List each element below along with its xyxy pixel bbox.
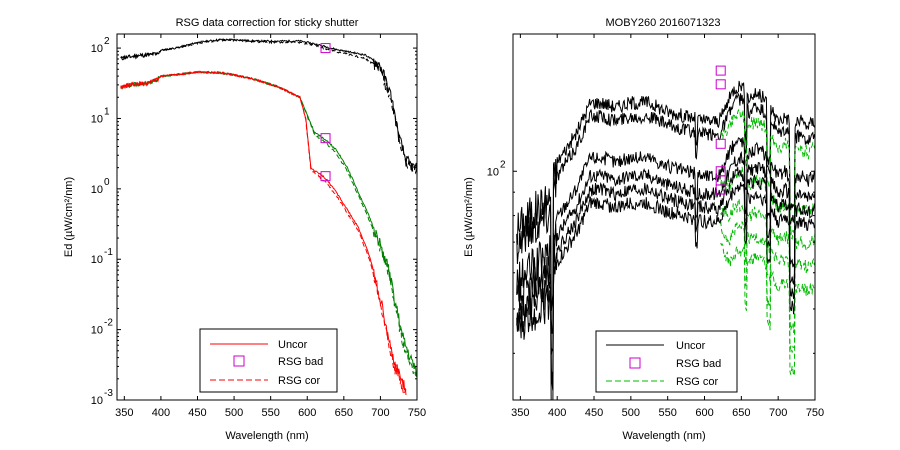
- right-xtick-label: 400: [548, 407, 566, 419]
- left-title: RSG data correction for sticky shutter: [176, 17, 359, 29]
- left-legend-rsg-cor-label: RSG cor: [278, 375, 321, 387]
- right-series-uncor: [516, 150, 815, 391]
- left-legend-rsg-bad-label: RSG bad: [278, 356, 323, 368]
- right-xtick-label: 550: [659, 407, 677, 419]
- right-ylabel: Es (µW/cm²/nm): [463, 177, 475, 257]
- right-xlabel: Wavelength (nm): [622, 430, 705, 442]
- right-legend-rsg-bad-label: RSG bad: [676, 358, 721, 370]
- left-ytick-base: 10: [91, 325, 103, 337]
- left-xtick-label: 600: [298, 407, 316, 419]
- right-series-uncor: [516, 182, 815, 400]
- left-xtick-label: 550: [261, 407, 279, 419]
- left-panel: RSG data correction for sticky shutter 3…: [63, 17, 426, 442]
- left-legend-uncor-label: Uncor: [278, 339, 308, 351]
- left-ylabel: Ed (µW/cm²/nm): [63, 177, 75, 257]
- left-ytick-exp: -2: [104, 318, 113, 329]
- left-ytick-exp: -3: [104, 388, 113, 399]
- right-ytick-exp: 2: [500, 159, 506, 170]
- left-ytick-label: 102: [91, 36, 110, 55]
- left-legend-rsg-bad-marker: [233, 355, 245, 367]
- right-series-rsg-cor: [720, 197, 815, 334]
- left-ytick-label: 10-2: [91, 318, 114, 337]
- right-xtick-label: 450: [585, 407, 603, 419]
- left-rsg-bad-marker: [320, 133, 331, 144]
- right-series-uncor: [516, 92, 815, 334]
- left-ytick-exp: 2: [104, 36, 110, 47]
- left-legend-box: [199, 328, 338, 393]
- right-series-rsg-cor: [720, 166, 815, 301]
- left-xtick-label: 350: [115, 407, 133, 419]
- left-xtick-label: 400: [152, 407, 170, 419]
- left-legend: Uncor RSG bad RSG cor: [199, 328, 338, 393]
- right-panel: MOBY260 2016071323 350 400 450 500 550 600 650…: [463, 17, 824, 442]
- right-series-uncor: [516, 137, 815, 355]
- right-rsg-bad-marker: [715, 184, 726, 195]
- left-series-uncor: [120, 38, 417, 175]
- left-ytick-exp: -1: [104, 247, 113, 258]
- left-series-rsg-cor: [120, 70, 407, 396]
- right-legend-rsg-bad-marker: [629, 357, 641, 369]
- right-rsg-bad-marker: [715, 79, 726, 90]
- right-series-rsg-cor: [720, 220, 815, 353]
- right-legend-uncor-label: Uncor: [676, 340, 706, 352]
- right-ytick-label: 102: [487, 159, 506, 178]
- left-rsg-bad-marker: [320, 171, 331, 182]
- left-ytick-label: 100: [91, 177, 110, 196]
- right-plot-frame: [512, 33, 816, 401]
- right-rsg-bad-marker: [715, 138, 726, 149]
- left-ytick-label: 10-3: [91, 388, 114, 407]
- left-ytick-base: 10: [91, 254, 103, 266]
- right-ytick-base: 10: [487, 166, 499, 178]
- left-xtick-label: 500: [225, 407, 243, 419]
- left-ytick-label: 101: [91, 106, 110, 125]
- left-series-uncor: [120, 38, 417, 176]
- right-xtick-label: 350: [511, 407, 529, 419]
- left-ytick-base: 10: [91, 43, 103, 55]
- left-ytick-label: 10-1: [91, 247, 114, 266]
- right-plot-area: [516, 65, 815, 400]
- right-legend-rsg-cor-label: RSG cor: [676, 376, 719, 388]
- left-ytick-base: 10: [91, 113, 103, 125]
- right-xtick-label: 600: [695, 407, 713, 419]
- right-legend-box: [595, 330, 738, 393]
- right-series-uncor: [516, 167, 815, 385]
- left-ytick-exp: 0: [104, 177, 110, 188]
- right-xtick-label: 750: [806, 407, 824, 419]
- right-xtick-label: 650: [732, 407, 750, 419]
- right-series-rsg-cor: [720, 242, 815, 376]
- right-series-rsg-cor: [720, 108, 815, 240]
- left-xtick-label: 750: [408, 407, 426, 419]
- left-xtick-label: 450: [188, 407, 206, 419]
- left-plot-area: [120, 38, 417, 396]
- right-xtick-label: 700: [769, 407, 787, 419]
- right-series-uncor: [516, 80, 815, 312]
- left-ytick-exp: 1: [104, 106, 110, 117]
- left-ytick-base: 10: [91, 395, 103, 407]
- left-xtick-label: 650: [335, 407, 353, 419]
- right-rsg-bad-marker: [715, 65, 726, 76]
- left-xlabel: Wavelength (nm): [225, 430, 308, 442]
- left-xtick-label: 700: [371, 407, 389, 419]
- right-title: MOBY260 2016071323: [606, 17, 721, 29]
- left-rsg-bad-marker: [320, 43, 331, 54]
- right-legend: Uncor RSG bad RSG cor: [595, 330, 738, 393]
- left-ytick-base: 10: [91, 184, 103, 196]
- right-xtick-label: 500: [622, 407, 640, 419]
